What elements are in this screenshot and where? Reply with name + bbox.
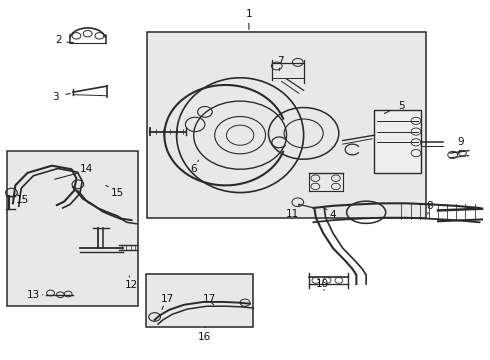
Text: 4: 4 (330, 210, 336, 220)
Text: 16: 16 (198, 332, 212, 342)
Text: 7: 7 (277, 56, 284, 66)
Text: 8: 8 (426, 201, 433, 211)
Text: 1: 1 (245, 9, 252, 19)
Text: 17: 17 (161, 294, 174, 304)
Bar (147, 274, 253, 327)
Text: 17: 17 (203, 294, 217, 304)
Text: 3: 3 (52, 92, 59, 102)
Text: 12: 12 (125, 280, 138, 290)
Text: 2: 2 (55, 35, 62, 45)
Text: 15: 15 (16, 195, 29, 205)
Text: 11: 11 (286, 209, 299, 219)
Text: 6: 6 (191, 163, 197, 174)
Bar (147, 32, 426, 218)
Bar (6, 150, 138, 306)
Bar (374, 110, 421, 173)
Text: 5: 5 (398, 102, 405, 112)
Text: 15: 15 (110, 188, 123, 198)
Text: 14: 14 (79, 163, 93, 174)
Text: 10: 10 (316, 279, 329, 289)
Text: 9: 9 (458, 138, 465, 147)
Text: 13: 13 (27, 291, 41, 301)
